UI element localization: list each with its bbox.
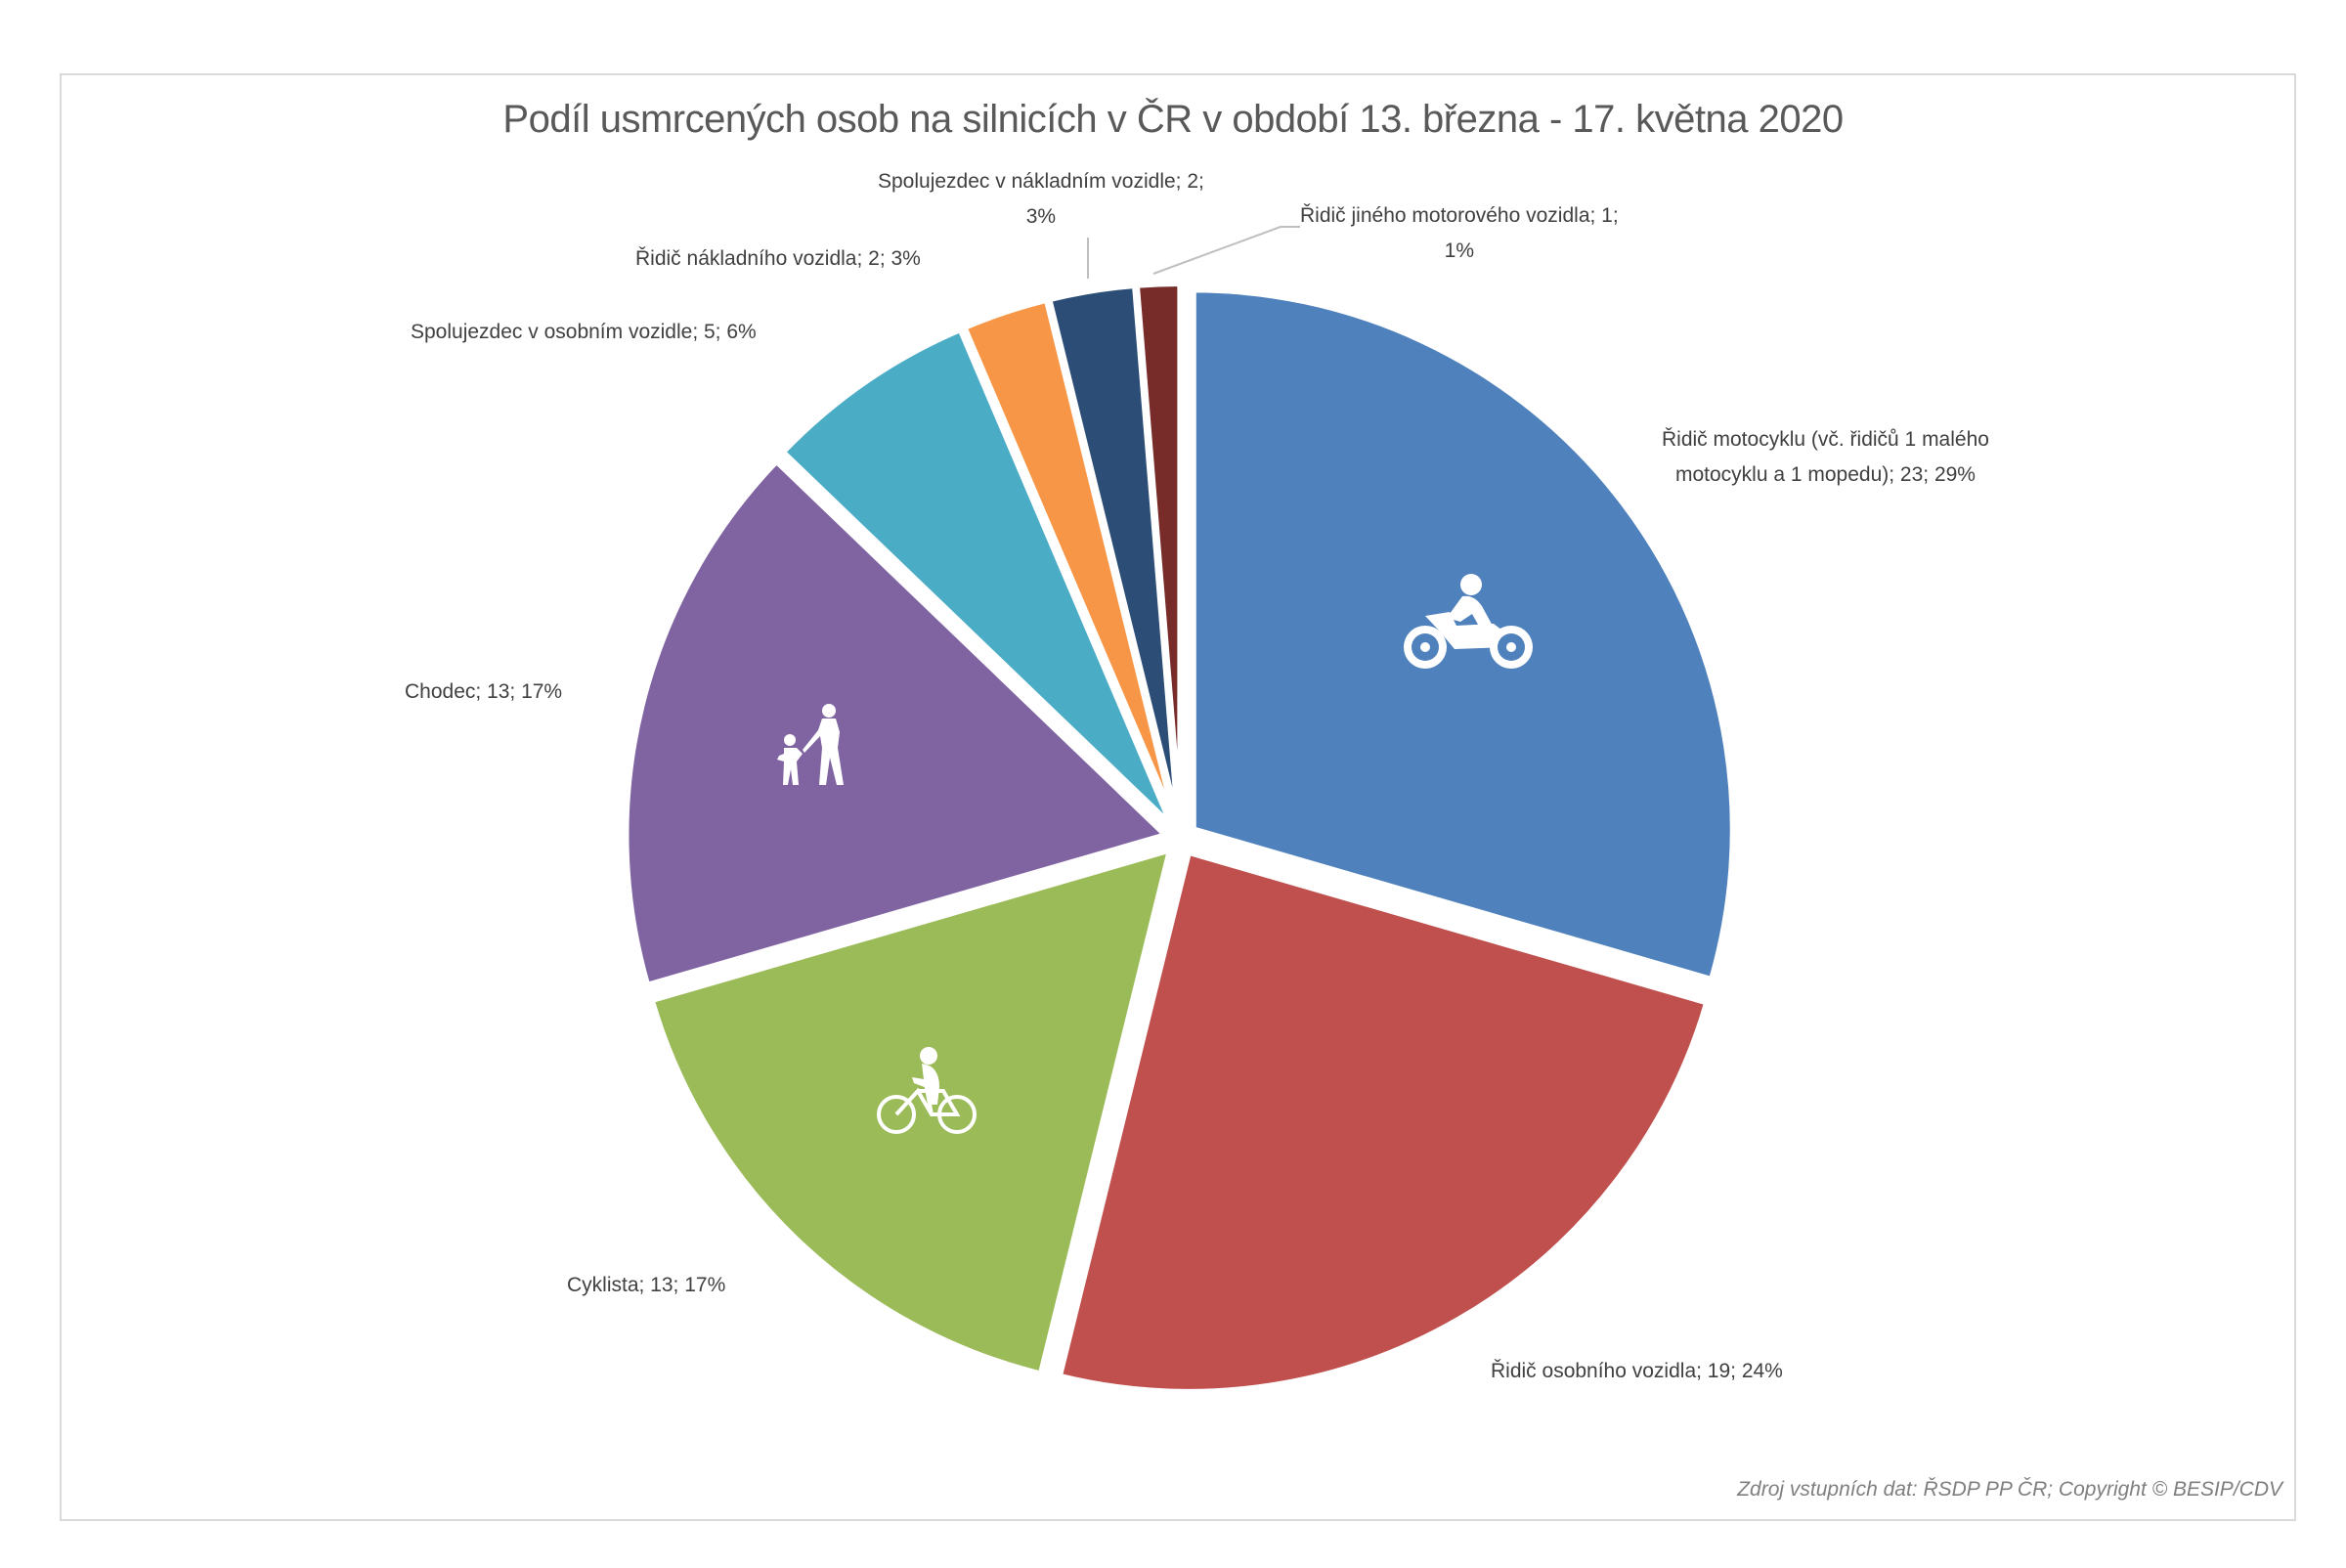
chart-title: Podíl usmrcených osob na silnicích v ČR … bbox=[502, 98, 1844, 141]
bicycle-icon bbox=[877, 1047, 977, 1134]
data-label-cyklista: Cyklista; 13; 17% bbox=[567, 1274, 726, 1296]
source-note: Zdroj vstupních dat: ŘSDP PP ČR; Copyrig… bbox=[1737, 1478, 2282, 1501]
data-label-spolujezdec-osobni: Spolujezdec v osobním vozidle; 5; 6% bbox=[411, 321, 757, 343]
pie-slice bbox=[623, 457, 1172, 989]
data-label-ridic-osobniho: Řidič osobního vozidla; 19; 24% bbox=[1491, 1360, 1783, 1382]
data-label-ridic-nakladniho: Řidič nákladního vozidla; 2; 3% bbox=[635, 247, 921, 270]
pie-slice bbox=[778, 326, 1175, 828]
data-label-jiny: Řidič jiného motorového vozidla; 1; 1% bbox=[1300, 204, 1619, 262]
data-label-spolujezdec-nakladni: Spolujezdec v nákladním vozidle; 2; 3% bbox=[878, 170, 1204, 228]
data-label-chodec: Chodec; 13; 17% bbox=[405, 680, 563, 703]
leader-line-jiny bbox=[1152, 226, 1300, 275]
pedestrian-icon bbox=[777, 704, 844, 785]
pie-slice bbox=[1133, 281, 1184, 824]
pie-slice bbox=[647, 846, 1175, 1378]
pie-slice bbox=[1056, 849, 1711, 1395]
data-label-motocykl: Řidič motocyklu (vč. řidičů 1 malého mot… bbox=[1662, 428, 1989, 486]
motorcycle-icon bbox=[1404, 574, 1533, 669]
